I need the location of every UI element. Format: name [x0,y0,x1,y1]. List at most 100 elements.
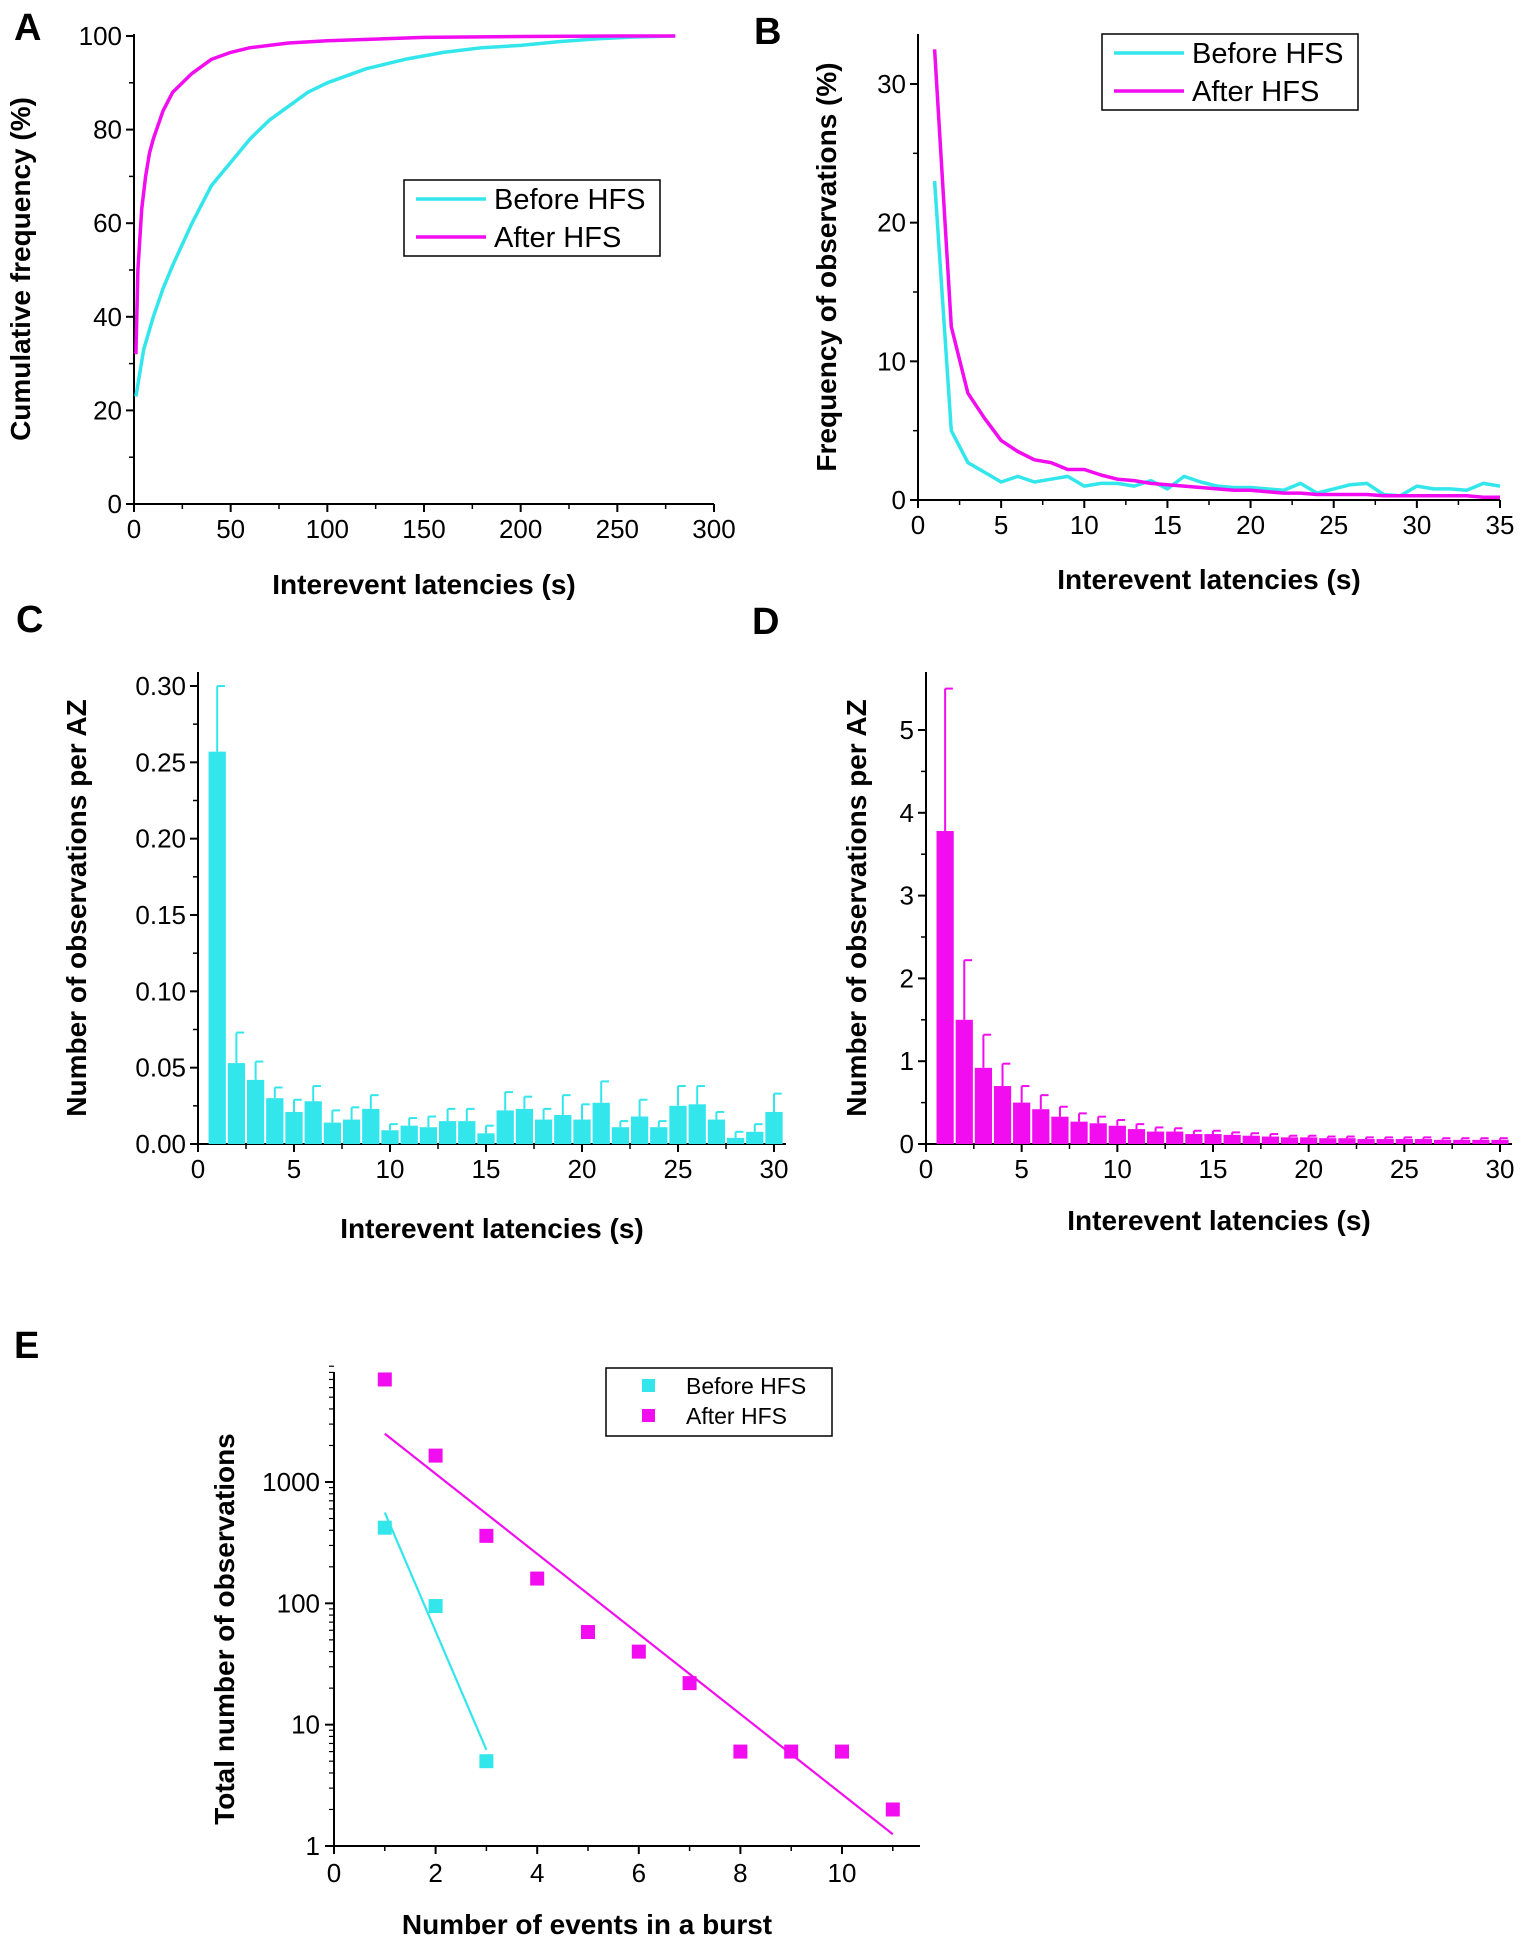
panel-d-after-bar-chart: 0 5 10 15 20 25 30 0 1 2 3 4 5 Interevent latencies (… [841,672,1514,1236]
bar [1185,1134,1203,1144]
x-axis-label: Interevent latencies (s) [272,569,575,600]
x-axis-label: Interevent latencies (s) [1057,564,1360,595]
x-tick-label: 4 [530,1858,544,1888]
x-tick-label: 150 [402,514,445,544]
legend-box [1101,33,1359,111]
x-tick-label: 30 [760,1154,789,1184]
y-tick-label: 60 [93,208,122,238]
y-tick-label: 0.25 [135,747,186,777]
panel-e-burst-scatter-chart: 0 2 4 6 8 10 1 10 100 1000 Number of events in a b… [209,1365,920,1940]
fit-line-before [383,1512,488,1751]
series-line-after [932,49,1500,499]
x-tick-label: 15 [472,1154,501,1184]
bar [1300,1137,1318,1144]
bar [534,1119,553,1144]
bar [1319,1138,1337,1144]
bar [1357,1139,1375,1144]
bar [650,1127,668,1144]
bar [573,1119,591,1144]
y-tick-label: 4 [900,798,914,828]
x-axis-label: Interevent latencies (s) [1067,1205,1370,1236]
data-point-after [835,1744,849,1759]
y-tick-label: 0.05 [135,1053,186,1083]
bar [246,1079,265,1144]
bar [458,1121,476,1144]
series-line-after [134,34,676,355]
data-point-before [428,1599,443,1614]
legend-label-after: After HFS [494,222,621,254]
legend-label-before: Before HFS [494,184,646,216]
bar [630,1116,649,1144]
y-axis-label: Number of observations per AZ [61,699,92,1116]
y-tick-label: 40 [93,302,122,332]
bar [974,1067,993,1144]
y-tick-label: 20 [877,208,906,238]
y-tick-label: 0 [108,489,122,519]
x-tick-label: 250 [596,514,639,544]
y-axis-label: Cumulative frequency (%) [5,97,36,441]
bar [1051,1116,1069,1144]
bar [1032,1109,1050,1144]
legend-label-before: Before HFS [1192,38,1344,70]
x-tick-label: 0 [327,1858,341,1888]
x-tick-label: 35 [1486,510,1515,540]
data-point-after [885,1802,900,1817]
data-point-after [631,1644,646,1659]
y-axis-label: Frequency of observations (%) [811,62,842,471]
y-tick-label: 0 [892,485,906,515]
y-tick-label: 0.15 [135,900,186,930]
x-tick-label: 0 [191,1154,205,1184]
bar [362,1108,380,1144]
x-tick-label: 0 [911,510,925,540]
x-tick-label: 6 [632,1858,646,1888]
bar [1223,1134,1241,1144]
bar [765,1111,783,1144]
x-tick-label: 5 [1014,1154,1028,1184]
x-tick-label: 10 [1103,1154,1132,1184]
bar [993,1086,1012,1144]
x-tick-label: 300 [692,514,735,544]
bar [955,1019,973,1144]
data-point-before [479,1754,494,1769]
x-tick-label: 25 [1319,510,1348,540]
x-tick-label: 100 [306,514,349,544]
y-tick-label: 100 [79,21,122,51]
x-tick-label: 5 [287,1154,301,1184]
bar [496,1110,514,1144]
panel-label-c: C [16,599,43,641]
legend-label-after: After HFS [1192,76,1319,108]
x-tick-label: 50 [216,514,245,544]
y-tick-label: 20 [93,395,122,425]
bar [400,1125,418,1144]
panel-label-d: D [752,601,779,643]
bar [1070,1121,1088,1144]
y-tick-label: 1 [900,1046,914,1076]
y-axis-label: Number of observations per AZ [841,699,872,1116]
x-tick-label: 10 [376,1154,405,1184]
bar [438,1121,457,1144]
data-point-after [377,1372,392,1387]
panel-label-b: B [754,11,781,53]
bar [208,751,226,1144]
bar [611,1127,630,1144]
bar [1395,1139,1413,1144]
y-tick-label: 80 [93,115,122,145]
bar [746,1131,764,1144]
data-point-after [479,1528,494,1543]
data-point-after [428,1448,443,1463]
y-tick-label: 0.00 [135,1129,186,1159]
bar [285,1111,303,1144]
legend-label-after: After HFS [686,1403,787,1429]
x-tick-label: 0 [919,1154,933,1184]
bar [936,831,954,1144]
x-tick-label: 15 [1199,1154,1228,1184]
series-line-before [932,180,1501,498]
y-tick-label: 0.10 [135,976,186,1006]
bar [1491,1139,1509,1144]
x-tick-label: 20 [1294,1154,1323,1184]
x-tick-label: 20 [568,1154,597,1184]
y-tick-label: 0.20 [135,824,186,854]
bar [688,1104,706,1144]
bar [381,1130,399,1144]
